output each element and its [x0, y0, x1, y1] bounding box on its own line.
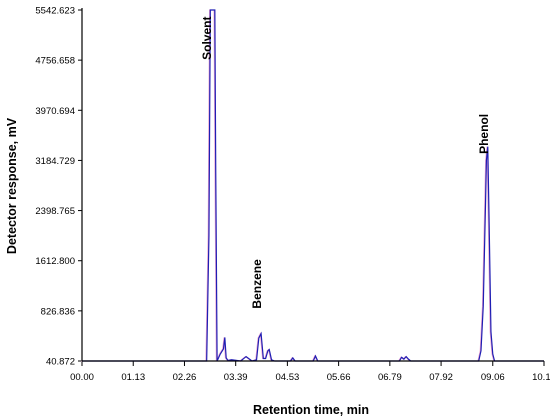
x-tick-label: 00.00: [70, 372, 94, 383]
x-tick-label: 04.53: [275, 372, 299, 383]
x-tick-label: 05.66: [327, 372, 351, 383]
x-tick-label: 06.79: [378, 372, 402, 383]
y-axis-ticks: 40.872 826.836 1612.800 2398.765 3184.729 397…: [35, 6, 82, 368]
y-tick-label: 4756.658: [35, 56, 75, 67]
y-tick-label: 1612.800: [35, 256, 75, 267]
y-tick-label: 3970.694: [35, 106, 75, 117]
x-tick-label: 02.26: [173, 372, 197, 383]
x-tick-label: 03.39: [224, 372, 248, 383]
peak-annotations: Solvent Benzene Phenol: [200, 17, 491, 309]
x-axis-title: Retention time, min: [253, 403, 369, 417]
signal-trace: [82, 9, 544, 362]
y-axis-title: Detector response, mV: [5, 117, 19, 254]
signal-trace-secondary: [81, 9, 544, 362]
y-tick-label: 2398.765: [35, 206, 75, 217]
y-tick-label: 3184.729: [35, 156, 75, 167]
peak-label-benzene: Benzene: [250, 259, 264, 309]
y-tick-label: 40.872: [46, 357, 75, 368]
x-tick-label: 07.92: [429, 372, 453, 383]
y-tick-label: 5542.623: [35, 6, 75, 17]
y-tick-label: 826.836: [41, 306, 75, 317]
peak-label-solvent: Solvent: [200, 17, 214, 60]
x-axis-ticks: 00.00 01.13 02.26 03.39 04.53 05.66 06.79 07.92…: [70, 361, 550, 383]
x-tick-label: 01.13: [121, 372, 145, 383]
plot-lines: [81, 9, 544, 362]
x-tick-label: 09.06: [481, 372, 505, 383]
peak-label-phenol: Phenol: [477, 114, 491, 154]
x-tick-label: 10.19: [532, 372, 550, 383]
